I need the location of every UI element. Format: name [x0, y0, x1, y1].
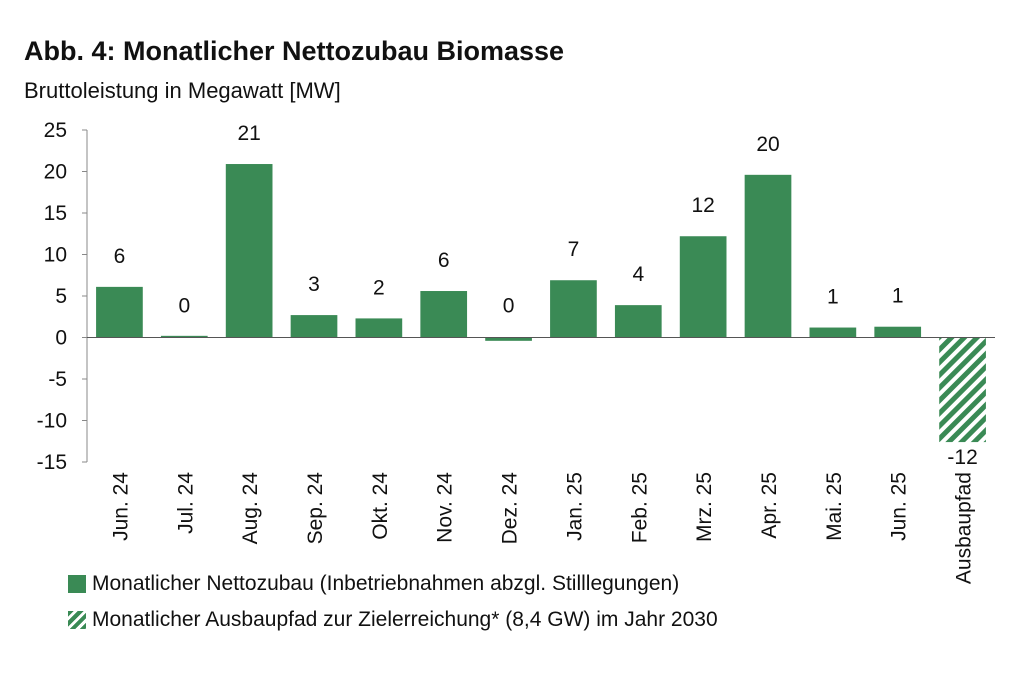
x-tick-label: Okt. 24: [369, 472, 392, 540]
data-label: 2: [373, 276, 385, 299]
chart-title: Abb. 4: Monatlicher Nettozubau Biomasse: [24, 36, 565, 66]
y-tick-label: 5: [55, 285, 67, 308]
data-label: 20: [756, 133, 779, 156]
data-label: 1: [827, 286, 839, 309]
x-tick-label: Mrz. 25: [693, 472, 716, 542]
x-tick-label: Feb. 25: [628, 472, 651, 543]
bar-jun-24: [96, 286, 143, 338]
y-tick-label: -10: [37, 410, 67, 433]
x-tick-label: Nov. 24: [434, 472, 457, 543]
legend-swatch-hatched: [68, 611, 86, 629]
y-tick-label: 20: [44, 161, 67, 184]
legend-label-net-addition: Monatlicher Nettozubau (Inbetriebnahmen …: [92, 572, 680, 595]
y-tick-label: 25: [44, 119, 67, 142]
bar-dez-24: [485, 337, 532, 341]
y-axis: 25 20 15 10 5 0 -5 -10 -15: [37, 119, 88, 474]
legend-label-target-path: Monatlicher Ausbaupfad zur Zielerreichun…: [92, 608, 718, 631]
bar-okt-24: [355, 318, 403, 338]
x-tick-label: Jun. 25: [888, 472, 911, 541]
bar-mai-25: [809, 327, 857, 338]
x-tick-label: Jan. 25: [563, 472, 586, 541]
data-label: 7: [568, 238, 580, 261]
data-label: 3: [308, 273, 320, 296]
x-tick-label: Apr. 25: [758, 472, 781, 539]
x-tick-label: Dez. 24: [499, 472, 522, 545]
data-label: 0: [503, 295, 515, 318]
data-label: 1: [892, 285, 904, 308]
data-label: 21: [237, 122, 260, 145]
legend-swatch-solid: [68, 575, 86, 593]
x-tick-label: Jul. 24: [174, 472, 197, 534]
bar-apr-25: [744, 174, 792, 338]
bar-jun-25: [874, 326, 922, 338]
y-tick-label: 15: [44, 202, 67, 225]
bar-target-path: [939, 337, 986, 443]
bar-sep-24: [290, 315, 338, 338]
y-tick-label: 10: [44, 244, 67, 267]
data-label: 0: [178, 295, 190, 318]
y-tick-label: -5: [48, 368, 67, 391]
bar-jan-25: [550, 280, 597, 338]
data-label: 6: [438, 249, 450, 272]
x-axis: Jun. 24 Jul. 24 Aug. 24 Sep. 24 Okt. 24 Nov. …: [87, 337, 995, 584]
y-tick-label: 0: [55, 327, 67, 350]
y-tick-label: -15: [37, 451, 67, 474]
x-tick-label: Ausbaupfad: [953, 472, 976, 584]
legend-item-net-addition: Monatlicher Nettozubau (Inbetriebnahmen …: [68, 572, 679, 596]
bar-nov-24: [420, 291, 468, 338]
bar-jul-24: [160, 335, 208, 338]
data-labels: 6 0 21 3 2 6 0 7 4 12 20 1 1 -12: [114, 122, 978, 469]
chart-subtitle: Bruttoleistung in Megawatt [MW]: [24, 78, 341, 103]
legend-item-target-path: Monatlicher Ausbaupfad zur Zielerreichun…: [68, 608, 718, 632]
x-tick-label: Mai. 25: [823, 472, 846, 541]
bar-aug-24: [225, 164, 273, 338]
bar-mrz-25: [679, 236, 727, 338]
data-label: -12: [947, 446, 977, 469]
x-tick-label: Aug. 24: [239, 472, 262, 545]
bar-feb-25: [614, 305, 662, 338]
data-label: 12: [691, 194, 714, 217]
x-tick-label: Sep. 24: [304, 472, 327, 545]
x-tick-label: Jun. 24: [109, 472, 132, 541]
bars: [96, 164, 986, 443]
data-label: 6: [114, 245, 126, 268]
data-label: 4: [632, 263, 644, 286]
